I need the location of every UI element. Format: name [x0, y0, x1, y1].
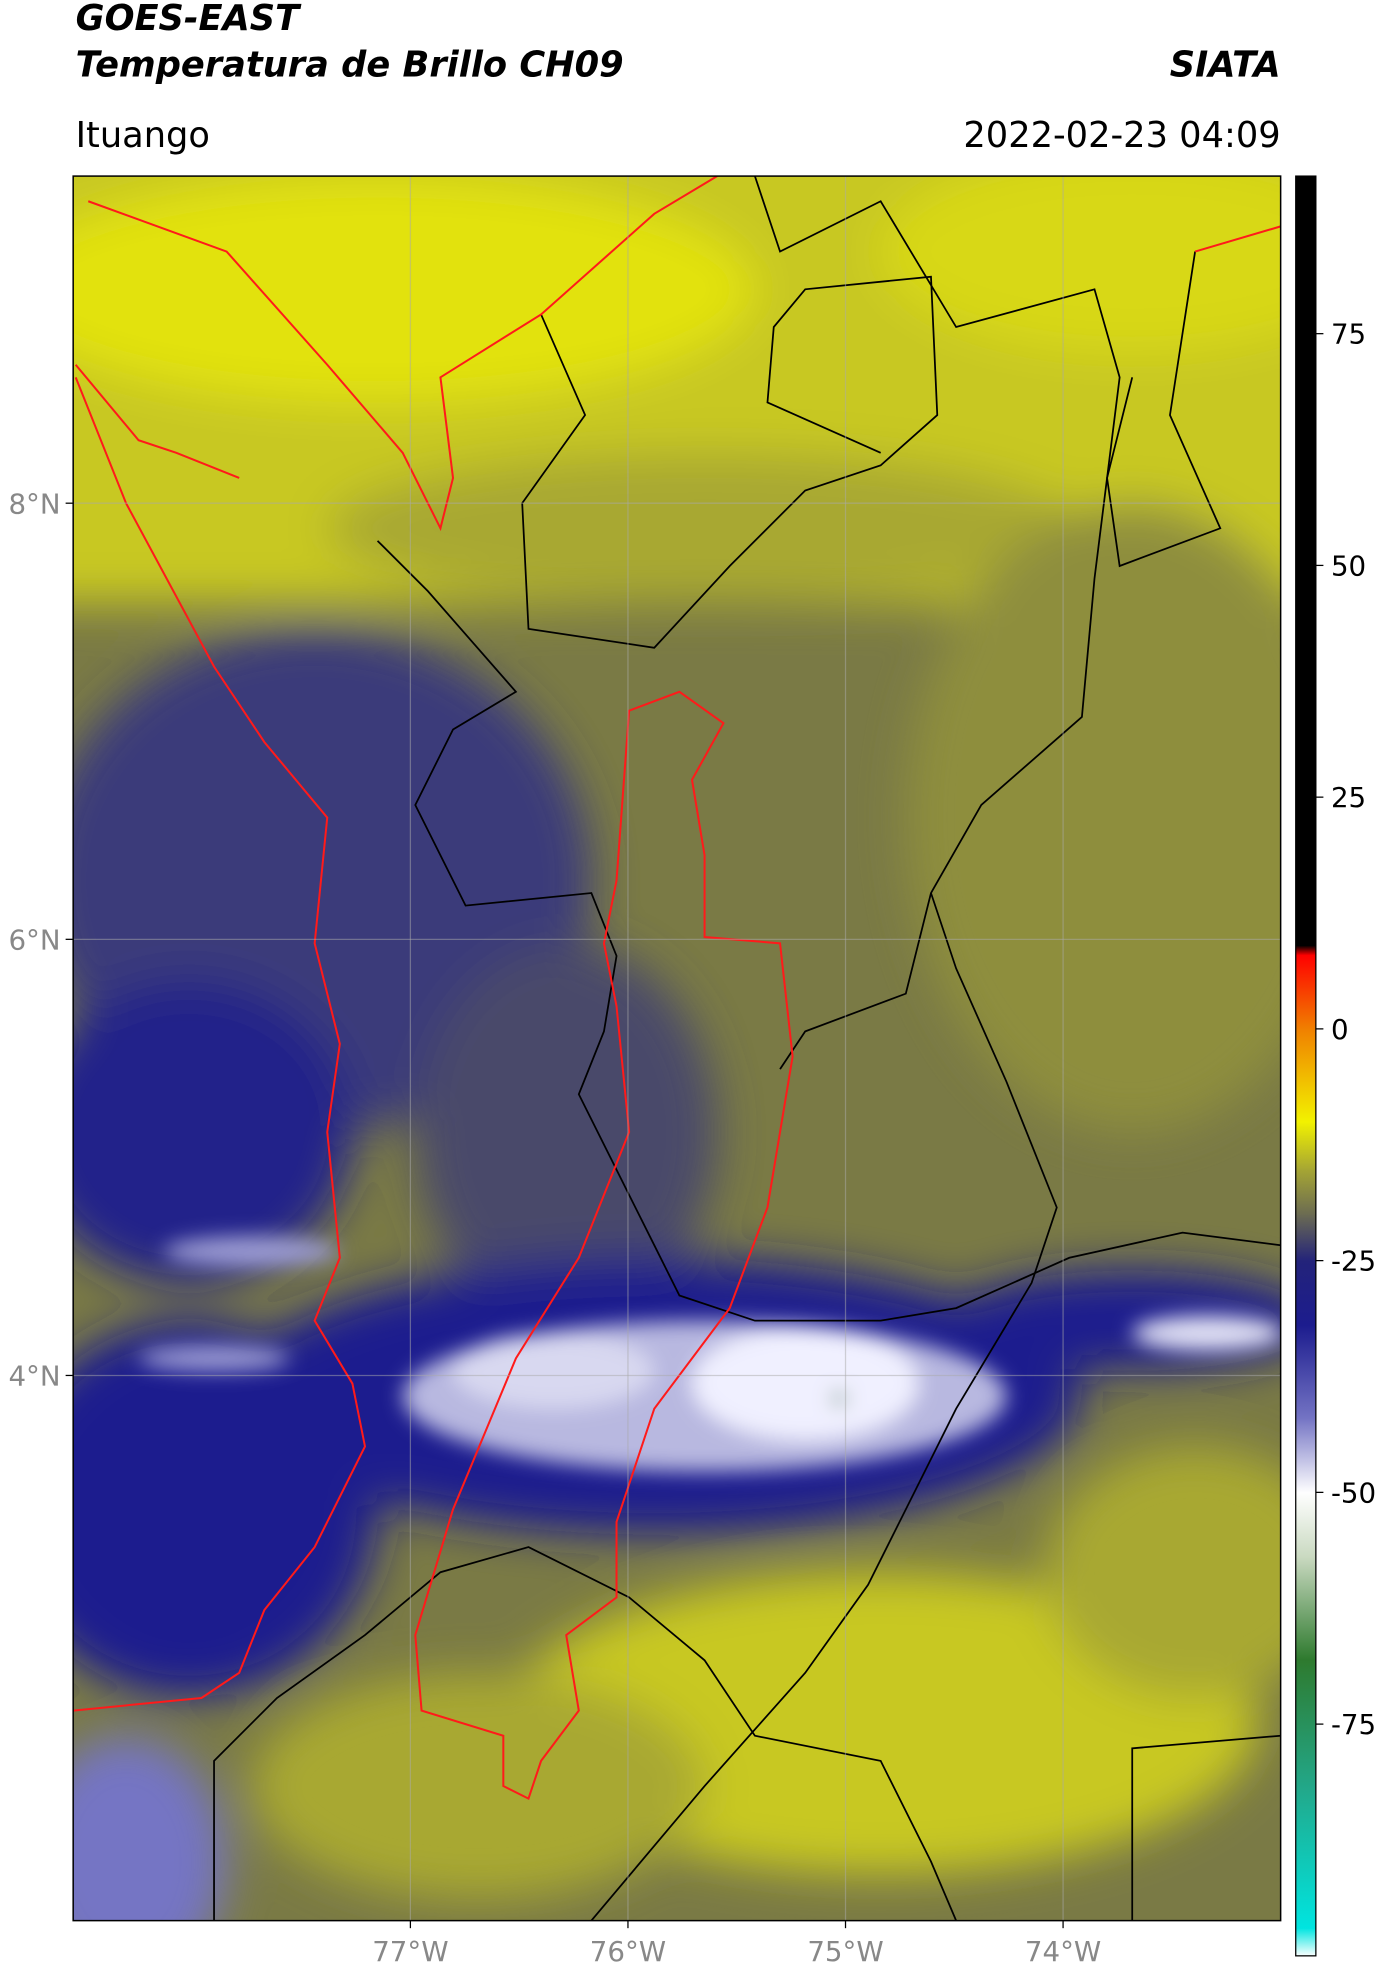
colorbar-segment	[1295, 1788, 1316, 1929]
subtitle: Temperatura de Brillo CH09	[76, 45, 624, 86]
map-image	[73, 176, 1281, 1921]
colorbar-segment	[1295, 945, 1316, 956]
lat-tick-label: 4°N	[8, 1360, 60, 1393]
colorbar-tick-label: -25	[1331, 1245, 1376, 1278]
lon-tick-label: 77°W	[372, 1935, 448, 1968]
colorbar-segment	[1295, 954, 1316, 1030]
colorbar-segment	[1295, 176, 1316, 947]
colorbar-tick-label: 25	[1331, 781, 1366, 814]
org: SIATA	[1170, 45, 1281, 86]
colorbar-segment	[1295, 1557, 1316, 1660]
place: Ituango	[76, 115, 210, 156]
title: GOES-EAST	[76, 0, 302, 39]
colorbar-tick-label: 75	[1331, 318, 1366, 351]
colorbar-segment	[1295, 1418, 1316, 1493]
lat-tick-label: 8°N	[8, 487, 60, 520]
borders	[213, 176, 1281, 1921]
colorbar-segment	[1295, 1260, 1316, 1327]
colorbar: 75 50 25 0 -25 -50 -75	[1295, 176, 1376, 1957]
colorbar-segment	[1295, 1492, 1316, 1558]
colorbar-tick-label: -75	[1331, 1708, 1376, 1741]
colorbar-segment	[1295, 1167, 1316, 1215]
colorbar-segment	[1295, 1121, 1316, 1169]
grid: 8°N 6°N 4°N 77°W 76°W 75°W 74°W	[8, 176, 1281, 1968]
colorbar-segment	[1295, 1028, 1316, 1123]
lon-tick-label: 74°W	[1025, 1935, 1101, 1968]
cloud-field	[73, 176, 1281, 1921]
colorbar-frame	[1295, 175, 1317, 1957]
colorbar-segment	[1295, 1325, 1316, 1419]
map-frame	[72, 175, 1282, 1922]
lon-tick-label: 75°W	[807, 1935, 883, 1968]
cold-tops	[138, 1236, 1281, 1472]
colorbar-tick-label: 0	[1331, 1013, 1349, 1046]
colorbar-tick-label: -50	[1331, 1476, 1376, 1509]
datetime: 2022-02-23 04:09	[963, 115, 1280, 156]
colorbar-segment	[1295, 1659, 1316, 1790]
lon-tick-label: 76°W	[590, 1935, 666, 1968]
colorbar-segment	[1295, 1214, 1316, 1262]
colorbar-tick-label: 50	[1331, 549, 1366, 582]
lat-tick-label: 6°N	[8, 923, 60, 956]
colorbar-segment	[1295, 1928, 1316, 1957]
